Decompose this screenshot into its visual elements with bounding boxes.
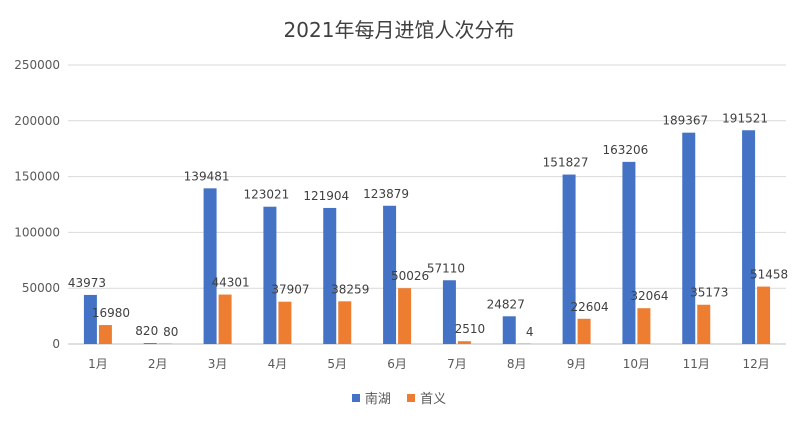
data-label-series-2-3: 44301 xyxy=(211,276,249,290)
bar-series-1-5 xyxy=(323,207,337,344)
data-label-series-1-3: 139481 xyxy=(184,169,230,183)
data-label-series-2-12: 51458 xyxy=(750,268,788,282)
x-tick-label-8: 8月 xyxy=(507,357,527,371)
data-label-series-1-12: 191521 xyxy=(722,111,768,125)
bar-series-2-9 xyxy=(577,318,591,344)
legend-swatch-series-2 xyxy=(407,393,416,402)
data-label-series-2-5: 38259 xyxy=(331,282,369,296)
data-label-series-2-8: 4 xyxy=(526,325,534,339)
legend-label-series-2: 首义 xyxy=(420,392,447,407)
y-tick-label-5: 250000 xyxy=(14,58,60,72)
bar-series-1-2 xyxy=(143,343,157,344)
bar-series-1-12 xyxy=(742,130,756,344)
bar-series-1-3 xyxy=(203,188,217,344)
bar-series-2-12 xyxy=(757,286,771,344)
bar-series-2-2 xyxy=(158,343,172,344)
y-tick-label-0: 0 xyxy=(52,337,60,351)
bar-series-1-6 xyxy=(383,205,397,344)
data-label-series-1-8: 24827 xyxy=(487,297,525,311)
data-label-series-2-7: 2510 xyxy=(455,322,486,336)
bar-series-1-11 xyxy=(682,132,696,344)
y-tick-label-1: 50000 xyxy=(22,281,60,295)
data-label-series-2-6: 50026 xyxy=(391,269,429,283)
data-label-series-1-1: 43973 xyxy=(68,276,106,290)
x-tick-label-12: 12月 xyxy=(742,357,769,371)
legend-item-series-2[interactable]: 首义 xyxy=(407,388,446,407)
x-tick-label-5: 5月 xyxy=(327,357,347,371)
x-tick-label-9: 9月 xyxy=(567,357,587,371)
data-label-series-2-2: 80 xyxy=(163,325,178,339)
bar-series-1-9 xyxy=(562,174,576,344)
bar-series-1-10 xyxy=(622,161,636,344)
x-tick-label-7: 7月 xyxy=(447,357,467,371)
data-label-series-1-11: 189367 xyxy=(662,114,708,128)
data-label-series-1-9: 151827 xyxy=(543,156,589,170)
x-tick-label-6: 6月 xyxy=(387,357,407,371)
bar-series-1-1 xyxy=(83,294,97,344)
data-label-series-2-4: 37907 xyxy=(271,283,309,297)
data-label-series-1-2: 820 xyxy=(135,324,158,338)
data-label-series-1-6: 123879 xyxy=(363,187,409,201)
bar-series-1-4 xyxy=(263,206,277,344)
bar-series-2-4 xyxy=(278,301,292,344)
bar-series-2-8 xyxy=(517,343,531,344)
data-label-series-2-9: 22604 xyxy=(570,300,608,314)
data-label-series-2-1: 16980 xyxy=(92,306,130,320)
bar-series-2-6 xyxy=(398,288,412,344)
chart-title: 2021年每月进馆人次分布 xyxy=(283,18,515,42)
bar-series-1-7 xyxy=(442,280,456,344)
bar-series-2-11 xyxy=(697,304,711,344)
data-label-series-1-10: 163206 xyxy=(603,143,649,157)
x-tick-label-4: 4月 xyxy=(268,357,288,371)
data-label-series-1-5: 121904 xyxy=(303,189,349,203)
bar-series-2-7 xyxy=(457,341,471,344)
x-tick-label-11: 11月 xyxy=(683,357,710,371)
bar-series-2-1 xyxy=(98,325,112,344)
bar-series-2-3 xyxy=(218,294,232,344)
y-tick-label-3: 150000 xyxy=(14,170,60,184)
bar-series-2-10 xyxy=(637,308,651,344)
x-tick-label-2: 2月 xyxy=(148,357,168,371)
data-label-series-2-11: 35173 xyxy=(690,286,728,300)
data-label-series-1-7: 57110 xyxy=(427,261,465,275)
legend: 南湖 首义 xyxy=(0,388,798,407)
y-tick-label-2: 100000 xyxy=(14,225,60,239)
bar-series-1-8 xyxy=(502,316,516,344)
y-tick-label-4: 200000 xyxy=(14,114,60,128)
data-label-series-1-4: 123021 xyxy=(244,188,290,202)
legend-swatch-series-1 xyxy=(351,393,360,402)
x-tick-label-3: 3月 xyxy=(208,357,228,371)
bar-series-2-5 xyxy=(338,301,352,344)
legend-item-series-1[interactable]: 南湖 xyxy=(351,388,391,407)
data-label-series-2-10: 32064 xyxy=(630,289,668,303)
x-tick-label-1: 1月 xyxy=(88,357,108,371)
legend-label-series-1: 南湖 xyxy=(364,392,391,407)
x-tick-label-10: 10月 xyxy=(623,357,650,371)
